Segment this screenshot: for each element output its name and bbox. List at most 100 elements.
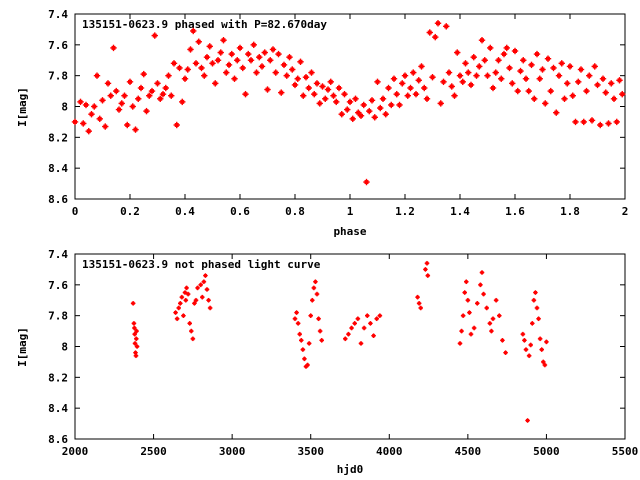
- phased-data-point: [247, 57, 255, 64]
- unphased-data-point: [471, 325, 477, 331]
- unphased-y-tick-label: 8.6: [48, 433, 68, 446]
- phased-data-point: [371, 114, 378, 121]
- phased-data-point: [421, 84, 428, 92]
- phased-data-point: [223, 69, 230, 76]
- phased-data-point: [253, 69, 260, 76]
- phased-data-point: [335, 84, 343, 92]
- phased-data-point: [432, 33, 439, 41]
- phased-data-point: [250, 41, 257, 49]
- phased-data-point: [399, 80, 406, 87]
- phased-data-point: [333, 98, 340, 106]
- unphased-data-point: [537, 336, 543, 342]
- unphased-x-tick-label: 5000: [533, 445, 560, 458]
- phased-data-point: [258, 63, 266, 70]
- phased-data-point: [107, 92, 114, 99]
- phased-data-point: [344, 106, 351, 113]
- unphased-y-axis-label: I[mag]: [16, 327, 29, 367]
- phased-data-point: [118, 100, 125, 107]
- unphased-data-point: [133, 336, 139, 342]
- phased-data-point: [228, 50, 235, 58]
- phased-data-point: [368, 97, 376, 104]
- phased-data-point: [484, 72, 491, 79]
- phased-data-point: [77, 98, 84, 106]
- phased-data-point: [179, 98, 186, 106]
- phased-y-tick-label: 8: [61, 101, 68, 114]
- phased-data-point: [437, 100, 444, 107]
- unphased-data-point: [198, 282, 204, 288]
- unphased-data-point: [134, 344, 140, 349]
- phased-data-point: [113, 87, 120, 95]
- phased-data-point: [231, 75, 238, 82]
- phased-data-point: [363, 178, 370, 186]
- phased-data-point: [289, 66, 296, 73]
- unphased-data-point: [177, 301, 183, 306]
- unphased-data-point: [358, 341, 364, 346]
- phased-data-point: [85, 127, 92, 135]
- phased-data-point: [528, 61, 535, 69]
- phased-data-point: [242, 90, 249, 98]
- unphased-data-point: [487, 321, 493, 326]
- unphased-data-point: [418, 305, 424, 311]
- phased-data-point: [525, 87, 532, 95]
- unphased-data-point: [349, 325, 354, 331]
- phased-data-point: [388, 101, 395, 109]
- unphased-data-point: [352, 321, 358, 326]
- phased-x-tick-label: 1: [347, 205, 354, 218]
- phased-data-point: [410, 69, 417, 76]
- unphased-x-tick-label: 4000: [376, 445, 403, 458]
- phased-data-point: [440, 78, 447, 86]
- unphased-data-point: [133, 353, 139, 359]
- unphased-y-tick-label: 8.4: [48, 402, 68, 415]
- unphased-data-point: [183, 297, 189, 303]
- phased-data-point: [619, 90, 626, 98]
- phased-data-point: [495, 57, 502, 64]
- unphased-x-tick-label: 3500: [297, 445, 324, 458]
- phased-points: [71, 20, 626, 186]
- unphased-data-point: [374, 316, 380, 322]
- phased-data-point: [412, 90, 420, 98]
- phased-data-point: [550, 64, 557, 72]
- phased-data-point: [99, 97, 106, 104]
- phased-data-point: [278, 89, 285, 96]
- phased-x-tick-label: 1.2: [395, 205, 415, 218]
- phased-data-point: [195, 38, 202, 45]
- unphased-data-point: [132, 341, 138, 346]
- unphased-data-point: [188, 328, 194, 334]
- phased-data-point: [121, 92, 128, 99]
- phased-data-point: [272, 69, 279, 76]
- phased-data-point: [82, 101, 90, 109]
- unphased-x-tick-label: 2500: [140, 445, 167, 458]
- unphased-data-point: [462, 290, 468, 295]
- phased-data-point: [261, 49, 268, 56]
- unphased-data-point: [500, 338, 505, 343]
- phased-data-point: [470, 53, 477, 61]
- phased-x-tick-label: 0.4: [175, 205, 195, 218]
- phased-data-point: [377, 104, 384, 112]
- unphased-data-point: [468, 331, 474, 337]
- phased-data-point: [217, 49, 224, 56]
- phased-data-point: [396, 101, 403, 109]
- unphased-data-point: [193, 297, 199, 303]
- phased-data-point: [283, 72, 290, 79]
- phased-data-point: [349, 115, 356, 123]
- unphased-data-point: [130, 301, 136, 306]
- phased-data-point: [346, 98, 354, 106]
- phased-data-point: [360, 101, 367, 109]
- unphased-data-point: [423, 267, 428, 272]
- phased-data-point: [157, 95, 164, 102]
- unphased-data-point: [474, 301, 480, 306]
- phased-data-point: [192, 60, 200, 67]
- unphased-y-tick-label: 7.6: [48, 279, 68, 292]
- unphased-x-tick-label: 5500: [612, 445, 639, 458]
- unphased-data-point: [185, 291, 191, 297]
- phased-data-point: [492, 69, 499, 76]
- phased-data-point: [184, 66, 191, 73]
- phased-data-point: [267, 57, 274, 64]
- unphased-data-point: [342, 336, 348, 342]
- phased-data-point: [473, 72, 480, 79]
- unphased-data-point: [368, 321, 373, 326]
- phased-data-point: [476, 63, 483, 70]
- phased-data-point: [566, 63, 574, 70]
